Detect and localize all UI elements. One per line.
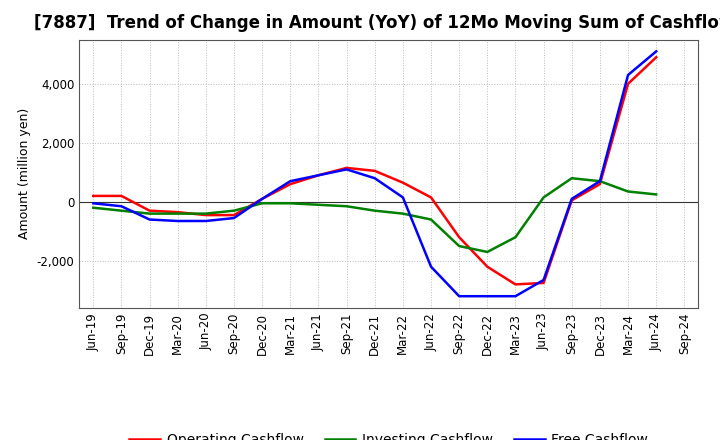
Investing Cashflow <box>455 243 464 249</box>
Free Cashflow <box>427 264 436 269</box>
Free Cashflow <box>624 72 632 77</box>
Free Cashflow <box>652 49 660 54</box>
Free Cashflow <box>89 201 98 206</box>
Investing Cashflow <box>539 195 548 200</box>
Investing Cashflow <box>652 192 660 197</box>
Operating Cashflow <box>342 165 351 171</box>
Operating Cashflow <box>117 193 126 198</box>
Legend: Operating Cashflow, Investing Cashflow, Free Cashflow: Operating Cashflow, Investing Cashflow, … <box>124 428 654 440</box>
Operating Cashflow <box>483 264 492 269</box>
Free Cashflow <box>342 167 351 172</box>
Investing Cashflow <box>427 217 436 222</box>
Investing Cashflow <box>174 211 182 216</box>
Free Cashflow <box>286 179 294 184</box>
Free Cashflow <box>567 196 576 202</box>
Investing Cashflow <box>370 208 379 213</box>
Operating Cashflow <box>370 168 379 173</box>
Operating Cashflow <box>230 213 238 218</box>
Investing Cashflow <box>258 201 266 206</box>
Investing Cashflow <box>511 235 520 240</box>
Operating Cashflow <box>427 195 436 200</box>
Operating Cashflow <box>567 198 576 203</box>
Operating Cashflow <box>624 81 632 87</box>
Y-axis label: Amount (million yen): Amount (million yen) <box>18 108 31 239</box>
Investing Cashflow <box>117 208 126 213</box>
Free Cashflow <box>314 172 323 178</box>
Line: Operating Cashflow: Operating Cashflow <box>94 57 656 284</box>
Operating Cashflow <box>145 208 154 213</box>
Operating Cashflow <box>202 213 210 218</box>
Operating Cashflow <box>595 181 604 187</box>
Free Cashflow <box>370 176 379 181</box>
Operating Cashflow <box>539 280 548 286</box>
Operating Cashflow <box>174 209 182 215</box>
Free Cashflow <box>483 293 492 299</box>
Investing Cashflow <box>399 211 408 216</box>
Investing Cashflow <box>314 202 323 207</box>
Free Cashflow <box>399 195 408 200</box>
Free Cashflow <box>539 277 548 282</box>
Free Cashflow <box>117 204 126 209</box>
Investing Cashflow <box>483 249 492 255</box>
Operating Cashflow <box>511 282 520 287</box>
Line: Free Cashflow: Free Cashflow <box>94 51 656 296</box>
Free Cashflow <box>455 293 464 299</box>
Free Cashflow <box>595 179 604 184</box>
Operating Cashflow <box>286 181 294 187</box>
Investing Cashflow <box>89 205 98 210</box>
Operating Cashflow <box>399 180 408 185</box>
Operating Cashflow <box>89 193 98 198</box>
Investing Cashflow <box>567 176 576 181</box>
Free Cashflow <box>174 218 182 224</box>
Investing Cashflow <box>230 208 238 213</box>
Investing Cashflow <box>342 204 351 209</box>
Investing Cashflow <box>202 211 210 216</box>
Line: Investing Cashflow: Investing Cashflow <box>94 178 656 252</box>
Free Cashflow <box>145 217 154 222</box>
Free Cashflow <box>511 293 520 299</box>
Operating Cashflow <box>652 55 660 60</box>
Operating Cashflow <box>455 235 464 240</box>
Operating Cashflow <box>258 196 266 202</box>
Investing Cashflow <box>595 179 604 184</box>
Title: [7887]  Trend of Change in Amount (YoY) of 12Mo Moving Sum of Cashflows: [7887] Trend of Change in Amount (YoY) o… <box>34 15 720 33</box>
Operating Cashflow <box>314 172 323 178</box>
Free Cashflow <box>202 218 210 224</box>
Free Cashflow <box>258 196 266 202</box>
Free Cashflow <box>230 216 238 221</box>
Investing Cashflow <box>624 189 632 194</box>
Investing Cashflow <box>145 211 154 216</box>
Investing Cashflow <box>286 201 294 206</box>
